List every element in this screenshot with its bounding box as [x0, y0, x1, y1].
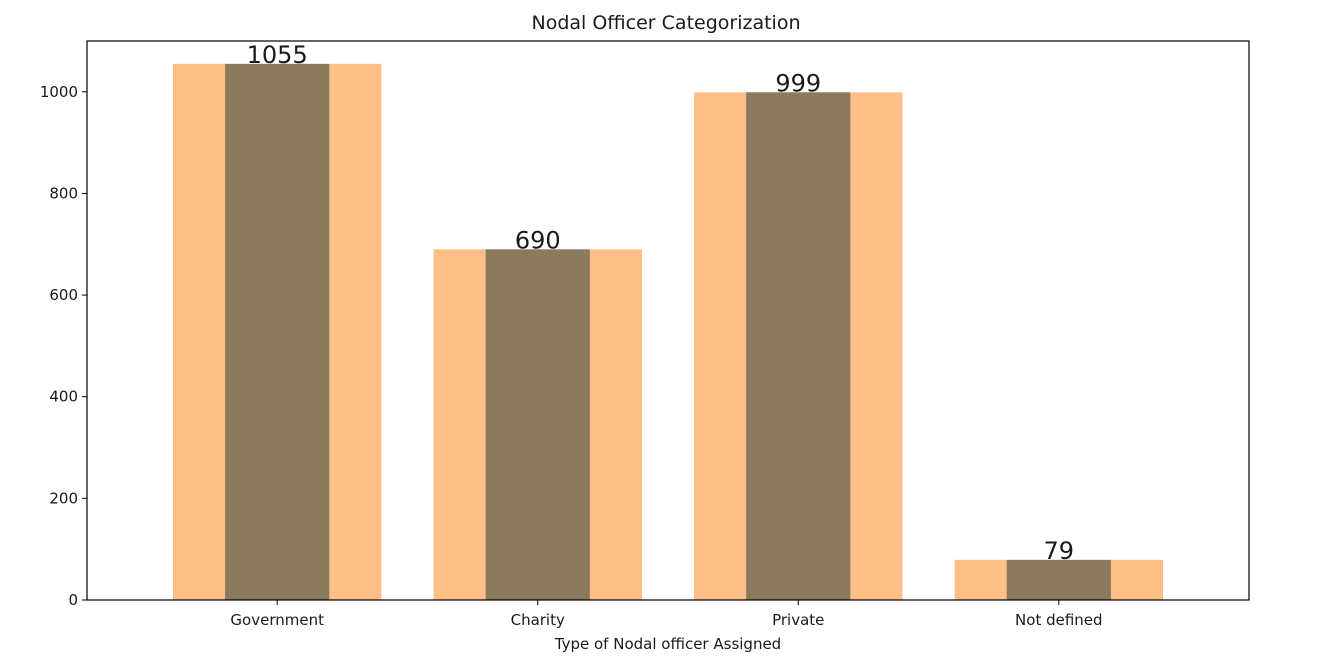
- y-tick-label-0: 0: [68, 591, 78, 609]
- plot-frame: [86, 40, 1250, 601]
- y-tick-label-800: 800: [49, 184, 78, 202]
- data-label-private: 999: [775, 69, 821, 97]
- bar-inner-charity: [485, 249, 590, 600]
- bars-group: [172, 63, 1164, 601]
- y-tick-label-400: 400: [49, 388, 78, 406]
- bar-inner-private: [746, 92, 851, 601]
- data-labels-group: 1055 690 999 79: [247, 41, 1074, 565]
- x-axis: Government Charity Private Not defined: [230, 600, 1103, 629]
- y-tick-label-600: 600: [49, 286, 78, 304]
- x-axis-label: Type of Nodal officer Assigned: [554, 635, 781, 653]
- y-axis: 0 200 400 600 800 1000: [40, 83, 87, 609]
- data-label-government: 1055: [247, 41, 308, 69]
- x-tick-label-not-defined: Not defined: [1015, 611, 1103, 629]
- x-tick-label-government: Government: [230, 611, 324, 629]
- data-label-charity: 690: [515, 226, 561, 254]
- x-tick-label-private: Private: [772, 611, 824, 629]
- bar-inner-not-defined: [1006, 559, 1111, 600]
- y-tick-label-1000: 1000: [40, 83, 78, 101]
- bar-inner-government: [225, 63, 330, 601]
- chart-title: Nodal Officer Categorization: [531, 12, 800, 34]
- x-tick-label-charity: Charity: [511, 611, 565, 629]
- y-tick-label-200: 200: [49, 489, 78, 507]
- data-label-not-defined: 79: [1044, 537, 1075, 565]
